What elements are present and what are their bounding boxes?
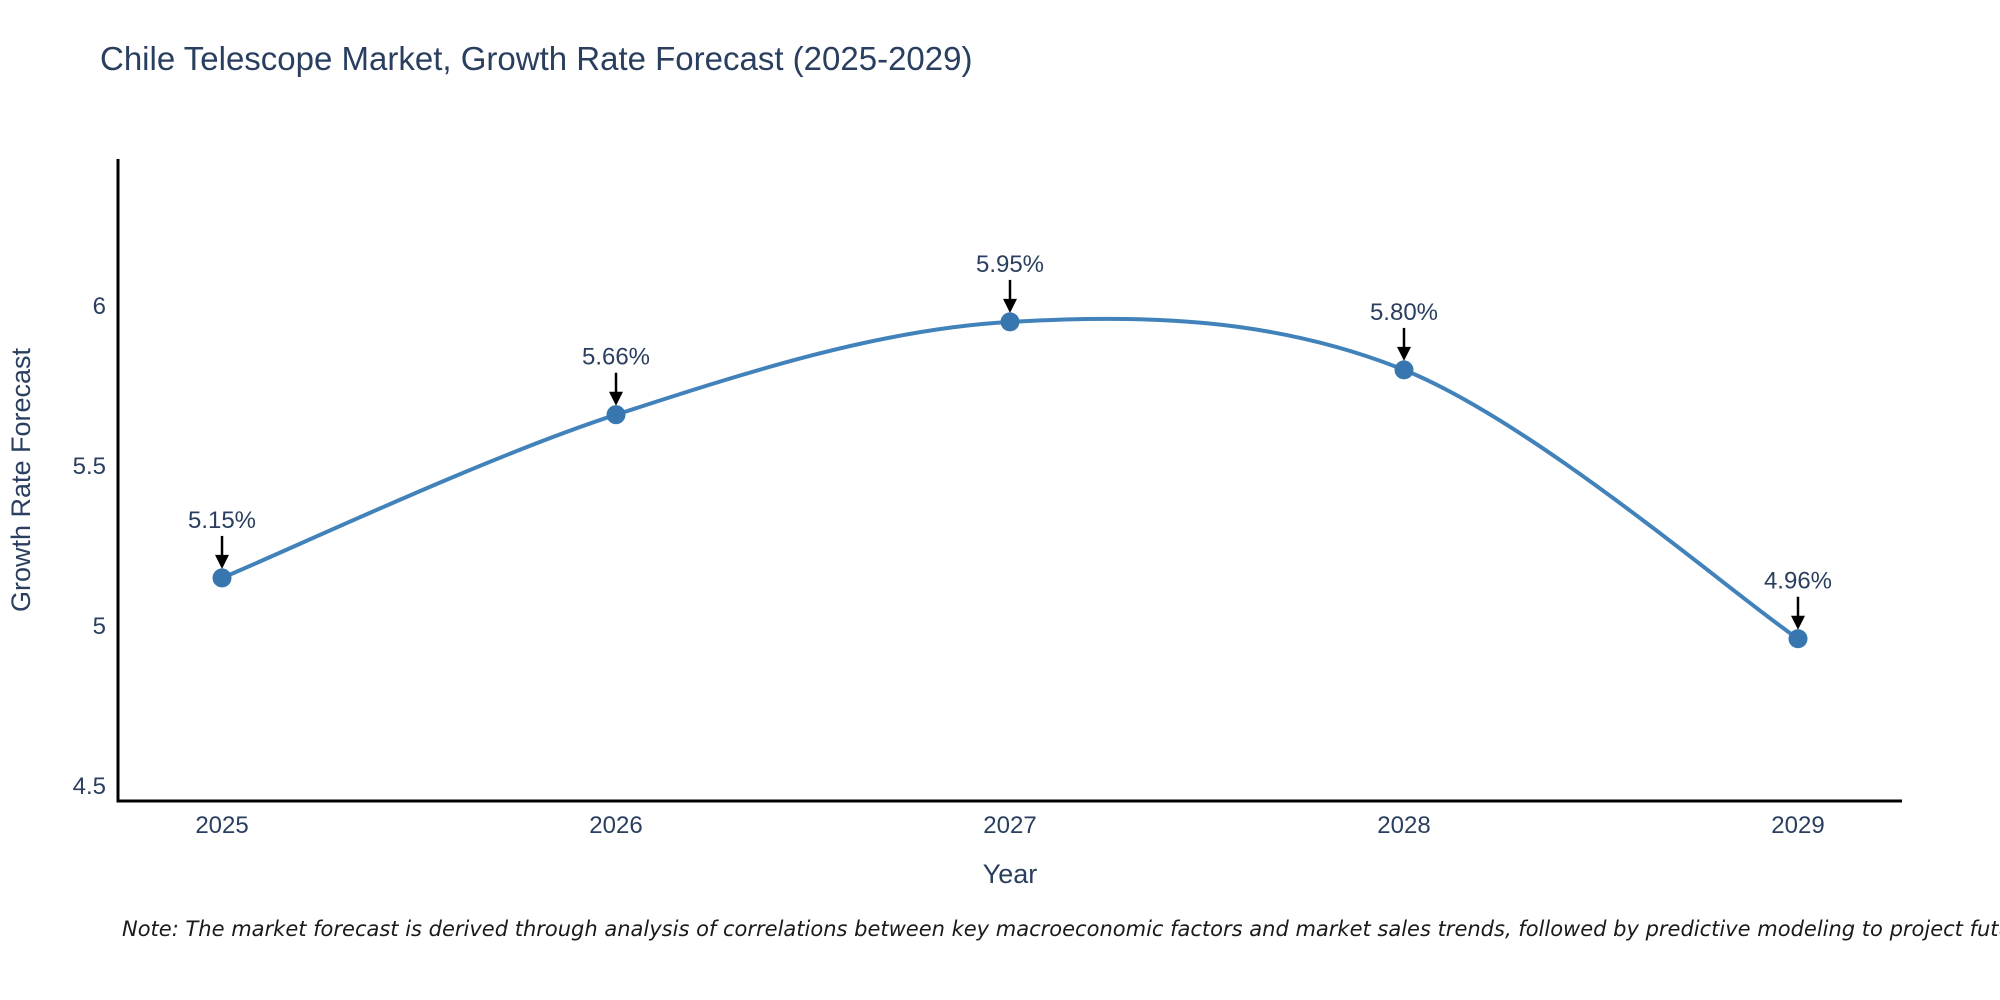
y-tick-label: 6 [93,293,106,320]
annotation-arrow-head [1790,615,1805,630]
axis-lines [116,159,1902,803]
point-annotation-label: 5.66% [582,344,650,371]
x-tick-label: 2026 [589,812,642,839]
y-tick-label: 5.5 [73,453,106,480]
x-tick-label: 2028 [1377,812,1430,839]
data-point[interactable] [1394,360,1414,380]
point-annotation-label: 4.96% [1764,568,1832,595]
x-tick-label: 2027 [983,812,1036,839]
y-axis-title: Growth Rate Forecast [6,347,36,612]
x-tick-label: 2025 [195,812,248,839]
data-point[interactable] [606,405,626,425]
x-axis-title: Year [983,859,1038,889]
annotation-arrow-head [215,554,230,569]
annotation-arrow-head [609,391,624,406]
footnote: Note: The market forecast is derived thr… [122,917,2000,941]
annotation-arrow-head [1396,346,1411,361]
chart-title: Chile Telescope Market, Growth Rate Fore… [100,40,973,77]
annotation-arrow-head [1003,298,1017,313]
x-tick-label: 2029 [1771,812,1824,839]
data-point[interactable] [212,568,232,588]
data-point[interactable] [1000,312,1020,332]
point-annotation-label: 5.15% [188,507,256,534]
data-point[interactable] [1788,629,1808,649]
y-tick-label: 5 [93,613,106,640]
point-annotation-label: 5.95% [976,251,1044,278]
y-tick-label: 4.5 [73,773,106,800]
point-annotation-label: 5.80% [1370,299,1438,326]
series-line [220,316,1800,641]
